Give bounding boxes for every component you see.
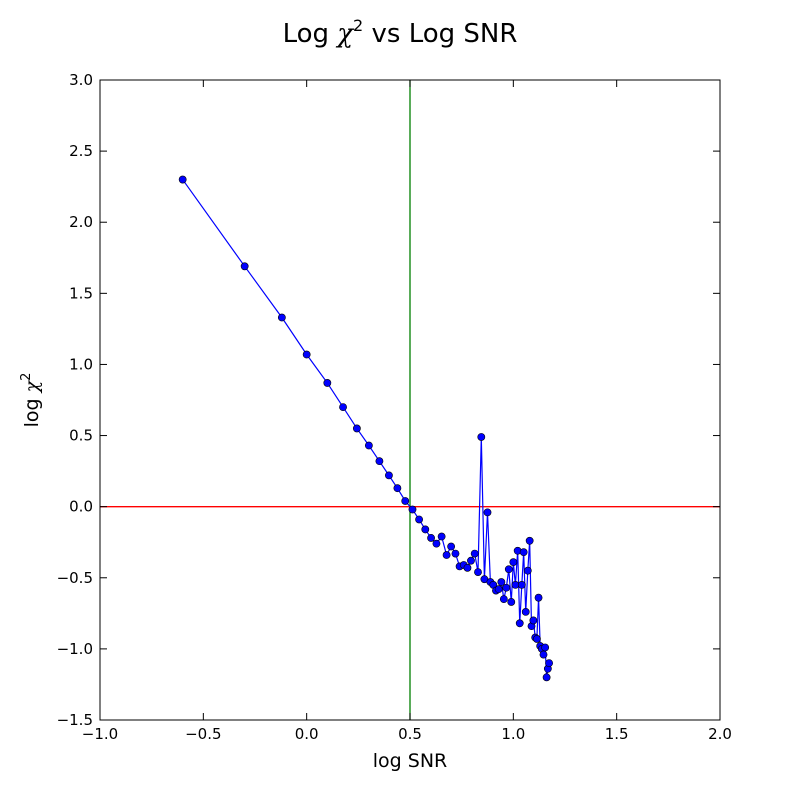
x-tick-label: −0.5 (185, 725, 221, 743)
data-point (339, 403, 347, 412)
data-point (474, 568, 482, 576)
data-point (494, 585, 503, 594)
data-point (529, 616, 538, 625)
data-point (521, 608, 530, 616)
data-point (277, 313, 286, 322)
data-point (539, 650, 548, 659)
y-tick-label: 2.0 (69, 213, 93, 231)
data-point (517, 580, 526, 589)
data-point (240, 262, 249, 271)
data-point (532, 635, 541, 643)
x-tick-label: 0.5 (398, 725, 422, 743)
data-point (502, 583, 511, 592)
data-point (393, 484, 402, 493)
y-axis-label: log χ2 (19, 373, 43, 428)
data-point (504, 565, 513, 574)
data-point (463, 563, 472, 572)
y-tick-label: −0.5 (57, 569, 93, 587)
data-point (541, 643, 550, 652)
data-point (421, 525, 430, 534)
data-point (352, 424, 361, 433)
x-tick-label: 2.0 (708, 725, 732, 743)
data-point (323, 379, 332, 387)
y-tick-label: −1.0 (57, 640, 93, 658)
y-tick-label: 0.5 (69, 427, 93, 445)
data-point (483, 508, 492, 517)
data-point (375, 457, 384, 466)
y-tick-label: −1.5 (57, 711, 93, 729)
data-point (515, 619, 524, 628)
x-axis-label: log SNR (373, 750, 447, 772)
data-point (467, 556, 475, 565)
data-point (432, 539, 441, 548)
data-point (509, 558, 518, 567)
x-tick-label: 1.0 (501, 725, 525, 743)
data-point (364, 441, 373, 450)
data-point (545, 659, 553, 668)
data-point (302, 350, 311, 359)
data-point (408, 505, 417, 514)
data-point (523, 566, 532, 575)
y-tick-label: 2.5 (69, 142, 93, 160)
data-point (442, 551, 451, 559)
y-tick-label: 1.0 (69, 355, 93, 373)
data-point (470, 549, 479, 558)
data-point (542, 673, 551, 682)
data-point (525, 536, 534, 545)
data-point (178, 175, 187, 184)
data-point (519, 548, 528, 557)
chart-title: Log χ2 vs Log SNR (283, 16, 518, 49)
data-point (497, 578, 506, 586)
data-point (534, 593, 543, 602)
data-point (451, 549, 460, 558)
data-point (447, 542, 456, 551)
data-point (427, 534, 435, 542)
y-tick-label: 1.5 (69, 284, 93, 302)
data-point (437, 532, 446, 541)
data-point (507, 598, 516, 606)
data-point (385, 471, 393, 480)
y-tick-label: 3.0 (69, 71, 93, 89)
data-point (477, 433, 486, 441)
plot-area: −1.0 −0.5 0.0 0.5 1.0 1.5 2.0−1.5−1.0−0.50.00.… (57, 71, 732, 743)
x-tick-label: 0.0 (295, 725, 319, 743)
data-point (415, 515, 423, 524)
x-tick-label: 1.5 (605, 725, 629, 743)
data-point (499, 595, 508, 604)
y-tick-label: 0.0 (69, 498, 93, 516)
data-point (401, 497, 410, 505)
x-tick-label: −1.0 (82, 725, 118, 743)
